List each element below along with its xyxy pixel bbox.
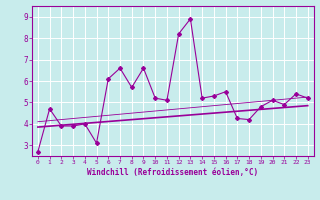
X-axis label: Windchill (Refroidissement éolien,°C): Windchill (Refroidissement éolien,°C) (87, 168, 258, 177)
